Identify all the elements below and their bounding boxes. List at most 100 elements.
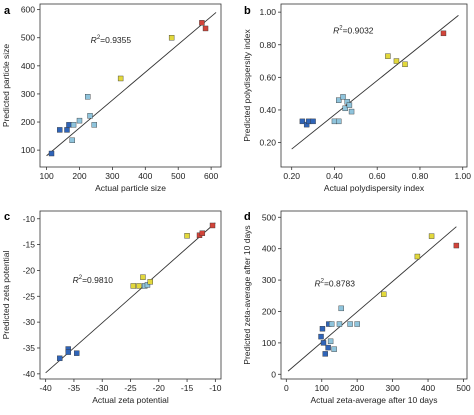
r-squared-symbol: R <box>73 275 79 285</box>
data-point <box>322 351 328 357</box>
data-point <box>381 291 387 297</box>
data-point <box>338 305 344 312</box>
data-point <box>342 105 348 112</box>
y-tick-label: 0.20 <box>259 138 276 148</box>
data-point <box>209 222 216 229</box>
x-tick-label: 600 <box>204 171 218 181</box>
r-squared-exponent: 2 <box>339 25 343 31</box>
y-tick-label: 400 <box>21 61 35 71</box>
y-tick-label: -40 <box>23 369 36 379</box>
x-axis-label: Actual zeta-average after 10 days <box>310 395 437 405</box>
data-point <box>199 230 206 236</box>
data-point <box>144 282 151 288</box>
data-point <box>393 58 400 64</box>
data-point <box>347 321 353 327</box>
data-point <box>76 117 83 124</box>
data-point <box>85 94 91 100</box>
data-point <box>66 122 72 128</box>
data-point <box>69 137 75 144</box>
x-tick-label: -10 <box>209 383 222 393</box>
data-point <box>168 35 175 41</box>
x-tick-label: 500 <box>171 171 185 181</box>
data-point <box>336 97 342 103</box>
y-tick-label: -35 <box>23 343 36 353</box>
r-squared-value: =0.9810 <box>82 275 113 285</box>
x-tick-label: 500 <box>456 383 470 393</box>
x-axis-label: Actual particle size <box>95 183 166 193</box>
x-tick-label: 200 <box>350 383 364 393</box>
regression-line <box>287 226 457 372</box>
chart-panel-d: d 0 100 200 300 400 500 0 100 200 300 400 500 Actual … <box>242 210 471 405</box>
y-tick-label: 500 <box>21 33 35 43</box>
data-point <box>57 127 63 133</box>
x-tick-label: -35 <box>68 383 81 393</box>
y-tick-label: 500 <box>262 212 276 222</box>
chart-panel-c: c -40 -35 -30 -25 -20 -15 -10 -40 -35 -30 -25 -20 -15… <box>1 210 222 405</box>
data-point <box>328 321 335 327</box>
data-point <box>130 283 137 289</box>
y-tick-label: 0.60 <box>259 72 276 82</box>
x-tick-label: -40 <box>40 383 53 393</box>
y-tick-label: -20 <box>23 265 36 275</box>
y-tick-label: 400 <box>262 244 276 254</box>
x-tick-label: 1.00 <box>454 171 471 181</box>
y-axis-label: Predicted zeta potential <box>1 250 11 339</box>
x-axis-label: Actual polydispersity index <box>324 183 425 193</box>
y-tick-label: 600 <box>21 5 35 15</box>
x-tick-label: 0.80 <box>412 171 429 181</box>
panel-letter: c <box>4 211 10 223</box>
r-squared-symbol: R <box>314 279 320 289</box>
y-tick-label: 1.00 <box>259 7 276 17</box>
x-tick-label: -15 <box>181 383 194 393</box>
data-point <box>402 61 408 68</box>
y-tick-label: 100 <box>262 338 276 348</box>
y-tick-label: 300 <box>262 275 276 285</box>
r-squared-value: =0.9355 <box>100 35 131 45</box>
data-point <box>336 118 342 125</box>
regression-line <box>45 222 216 374</box>
data-point <box>320 340 327 346</box>
data-point <box>140 274 146 280</box>
r-squared-value: =0.9032 <box>343 25 374 35</box>
y-tick-label: 100 <box>21 145 35 155</box>
data-point <box>70 122 77 128</box>
panel-letter: d <box>244 211 251 223</box>
x-axis-label: Actual zeta potential <box>92 395 169 405</box>
x-tick-label: 0 <box>284 383 289 393</box>
data-point <box>299 118 306 125</box>
x-tick-label: 100 <box>39 171 53 181</box>
data-point <box>354 321 360 327</box>
data-point <box>319 326 326 332</box>
y-axis-label: Predicted polydispersity index <box>242 29 252 142</box>
y-tick-label: 200 <box>262 306 276 316</box>
r-squared-label: R2=0.9810 <box>73 275 114 285</box>
r-squared-exponent: 2 <box>97 35 101 41</box>
data-point <box>336 321 343 327</box>
r-squared-value: =0.8783 <box>324 279 355 289</box>
y-tick-label: 200 <box>21 117 35 127</box>
y-tick-label: -25 <box>23 291 36 301</box>
data-point <box>91 122 98 128</box>
data-point <box>414 253 421 260</box>
plot-frame <box>39 3 222 168</box>
x-tick-label: -20 <box>153 383 166 393</box>
x-tick-label: 0.40 <box>326 171 343 181</box>
r-squared-symbol: R <box>333 25 339 35</box>
data-point <box>453 242 460 249</box>
data-point <box>74 350 80 356</box>
x-tick-label: 400 <box>421 383 435 393</box>
y-tick-label: 0.40 <box>259 105 276 115</box>
data-point <box>48 150 55 157</box>
y-tick-label: 0.80 <box>259 40 276 50</box>
r-squared-exponent: 2 <box>79 275 83 281</box>
data-point <box>202 25 209 32</box>
y-tick-label: 0 <box>271 369 276 379</box>
y-tick-label: -10 <box>23 214 36 224</box>
x-tick-label: 100 <box>315 383 329 393</box>
regression-line <box>291 15 459 150</box>
panel-letter: b <box>244 5 251 17</box>
panel-letter: a <box>4 5 11 17</box>
data-point <box>318 333 324 340</box>
y-axis-label: Predicted particle size <box>1 44 11 127</box>
